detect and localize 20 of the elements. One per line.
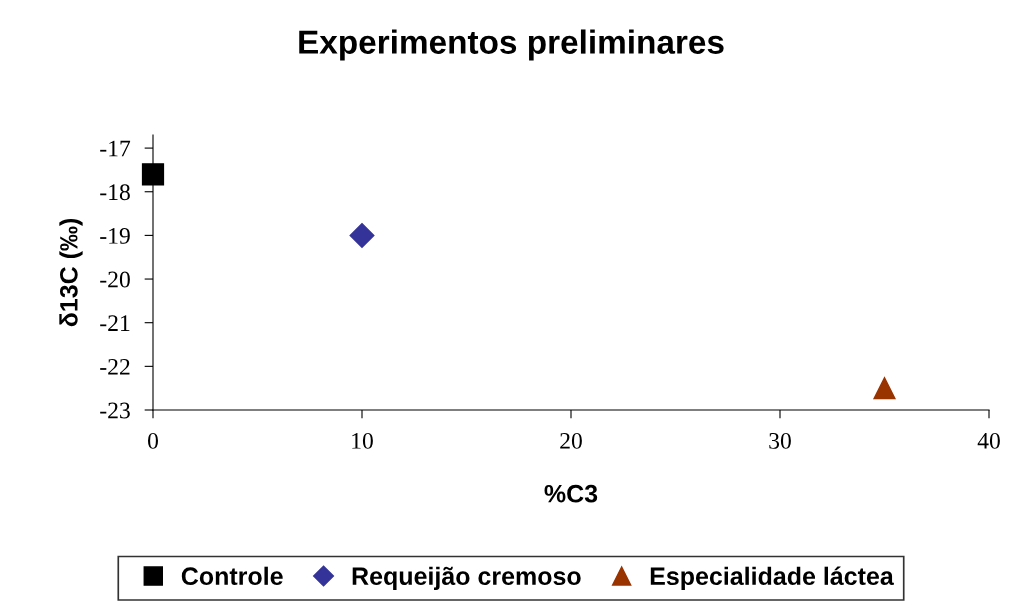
y-tick-label: -17	[100, 140, 131, 157]
y-tick-label: -22	[100, 358, 130, 375]
x-tick-label: 0	[148, 432, 158, 449]
point	[349, 222, 375, 248]
x-tick-label: 10	[352, 432, 373, 449]
x-tick-label: 40	[977, 432, 1000, 449]
y-tick-label: -18	[100, 184, 130, 201]
x-axis-title: %C3	[544, 484, 598, 503]
y-tick-label: -23	[100, 402, 130, 419]
legend-label: Especialidade láctea	[650, 566, 894, 590]
y-tick-label: -19	[100, 227, 130, 244]
y-tick-label: -20	[100, 271, 130, 288]
chart-title: Experimentos preliminares	[299, 29, 724, 61]
point	[873, 377, 896, 400]
legend-label: Controle	[181, 566, 283, 586]
x-tick-label: 20	[560, 432, 582, 449]
y-tick-label: -21	[100, 315, 130, 331]
x-tick-label: 30	[769, 432, 791, 449]
y-axis-title: δ13C (‰)	[59, 218, 83, 327]
legend-label: Requeijão cremoso	[352, 566, 581, 590]
